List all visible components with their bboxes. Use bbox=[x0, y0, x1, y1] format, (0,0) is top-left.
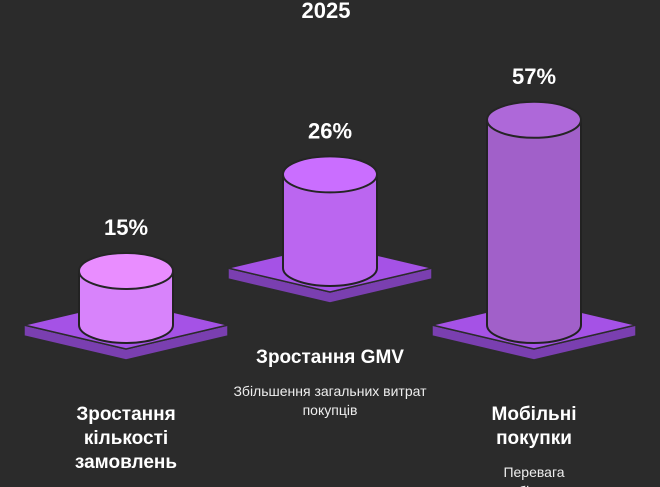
value-label: 57% bbox=[512, 64, 556, 89]
category-label: Мобільні покупки bbox=[491, 404, 577, 449]
cylinder-top bbox=[282, 155, 378, 194]
label-block: Зростання GMV Збільшення загальних витрат… bbox=[230, 346, 430, 420]
chart-title: 2025 bbox=[302, 0, 351, 23]
cylinder bbox=[78, 270, 174, 344]
cylinder bbox=[486, 118, 582, 344]
label-block: Зростання кількості замовлень bbox=[61, 403, 191, 475]
label-block: Мобільні покупки Перевага мобільних bbox=[474, 403, 594, 487]
cylinder-top bbox=[78, 252, 174, 290]
category-label: Зростання GMV bbox=[256, 347, 404, 368]
cylinder bbox=[282, 173, 378, 287]
category-label: Зростання кількості замовлень bbox=[74, 404, 178, 473]
value-label: 15% bbox=[104, 215, 148, 240]
description: Збільшення загальних витрат покупців bbox=[233, 383, 427, 418]
value-label: 26% bbox=[308, 118, 352, 143]
cylinder-top bbox=[486, 100, 582, 139]
description: Перевага мобільних bbox=[501, 464, 568, 487]
